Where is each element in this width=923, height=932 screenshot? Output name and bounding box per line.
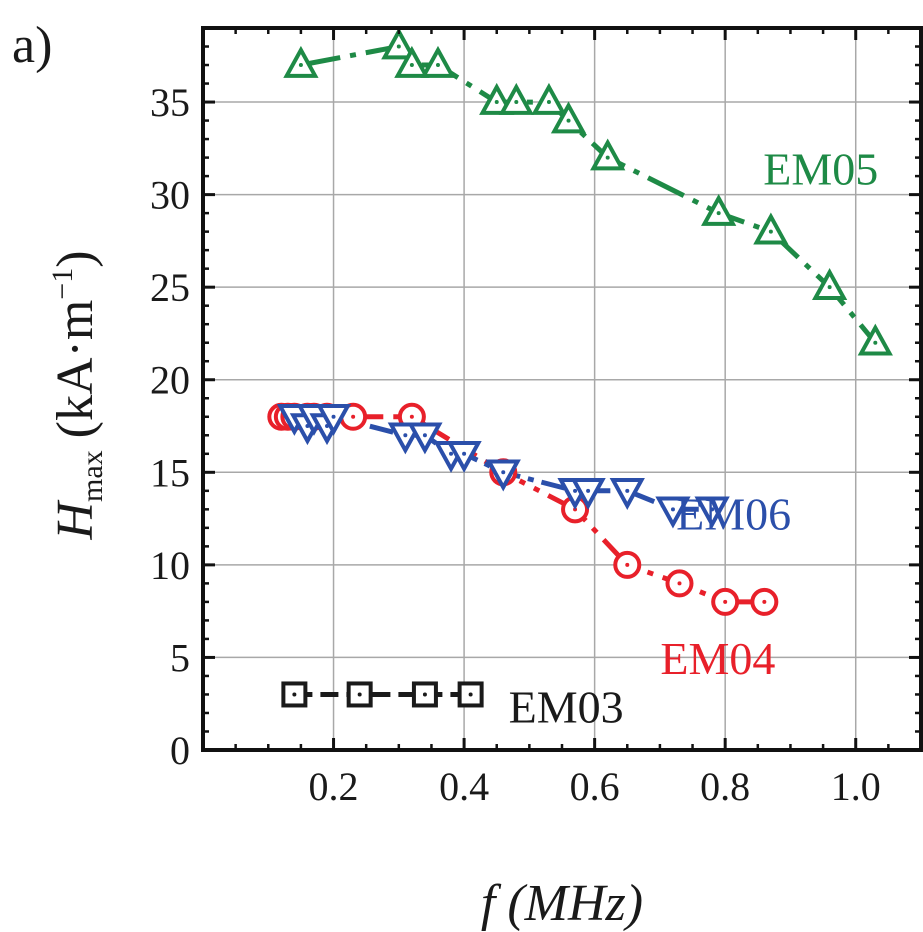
- data-point-em05: [857, 323, 893, 356]
- y-tick-labels: 0 5 10 15 20 25 30 35: [150, 80, 190, 773]
- data-point-em03: [411, 681, 438, 708]
- grid: [203, 28, 921, 750]
- data-point-em05: [394, 45, 430, 78]
- data-point-em05: [590, 138, 626, 171]
- data-point-em06: [407, 422, 443, 455]
- data-point-em04: [665, 569, 694, 598]
- y-tick-label: 10: [150, 543, 190, 588]
- data-point-em06: [609, 478, 645, 510]
- y-tick-label: 0: [170, 728, 190, 773]
- data-point-em06: [570, 478, 606, 510]
- axis-ticks: [203, 28, 921, 752]
- data-point-em05: [701, 193, 737, 226]
- y-axis-var: H: [47, 500, 104, 541]
- x-axis-title: f (MHz): [481, 875, 643, 932]
- data-point-em03: [281, 681, 308, 708]
- data-point-em05: [550, 101, 587, 134]
- y-axis-unit: (kA·m: [47, 300, 104, 439]
- y-tick-label: 5: [170, 635, 190, 680]
- x-axis-var: f: [481, 875, 502, 932]
- data-point-em03: [346, 681, 373, 708]
- data-point-em06: [655, 496, 691, 529]
- x-tick-label: 0.6: [570, 764, 620, 809]
- x-tick-label: 1.0: [831, 764, 881, 809]
- data-point-em04: [750, 587, 779, 616]
- x-tick-label: 0.4: [439, 764, 489, 809]
- y-tick-label: 30: [150, 173, 190, 218]
- x-axis-unit: (MHz): [507, 875, 643, 932]
- data-point-em04: [613, 550, 642, 579]
- data-point-em06: [315, 403, 352, 436]
- x-tick-label: 0.8: [700, 764, 750, 809]
- data-point-em06: [446, 440, 482, 473]
- y-tick-label: 25: [150, 265, 190, 310]
- data-point-em05: [811, 268, 848, 300]
- series-label-em04: EM04: [660, 633, 775, 684]
- data-markers: [267, 27, 893, 708]
- y-tick-label: 20: [150, 358, 190, 403]
- data-point-em04: [711, 587, 740, 616]
- series-label-em03: EM03: [509, 681, 624, 732]
- data-point-em03: [457, 681, 484, 708]
- plot-frame: [201, 26, 923, 752]
- y-axis-sup: −1: [46, 268, 79, 300]
- y-axis-unit-close: ): [47, 250, 104, 267]
- data-point-em05: [381, 27, 417, 60]
- x-tick-labels: 0.2 0.4 0.6 0.8 1.0: [309, 764, 881, 809]
- data-point-em05: [283, 45, 319, 78]
- data-point-em05: [531, 82, 567, 115]
- series-label-em05: EM05: [763, 144, 878, 195]
- series-label-em06: EM06: [676, 488, 791, 539]
- x-tick-label: 0.2: [309, 764, 359, 809]
- y-tick-label: 15: [150, 450, 190, 495]
- data-point-em05: [498, 82, 534, 115]
- y-axis-sub: max: [76, 450, 109, 502]
- data-point-em05: [753, 212, 789, 245]
- y-tick-label: 35: [150, 80, 190, 125]
- data-point-em06: [485, 459, 521, 492]
- data-point-em05: [420, 45, 456, 78]
- series-labels: EM05 EM04 EM06 EM03: [509, 144, 879, 733]
- data-point-em06: [694, 496, 730, 529]
- panel-label: a): [12, 17, 52, 74]
- y-axis-title: Hmax (kA·m−1): [46, 250, 109, 540]
